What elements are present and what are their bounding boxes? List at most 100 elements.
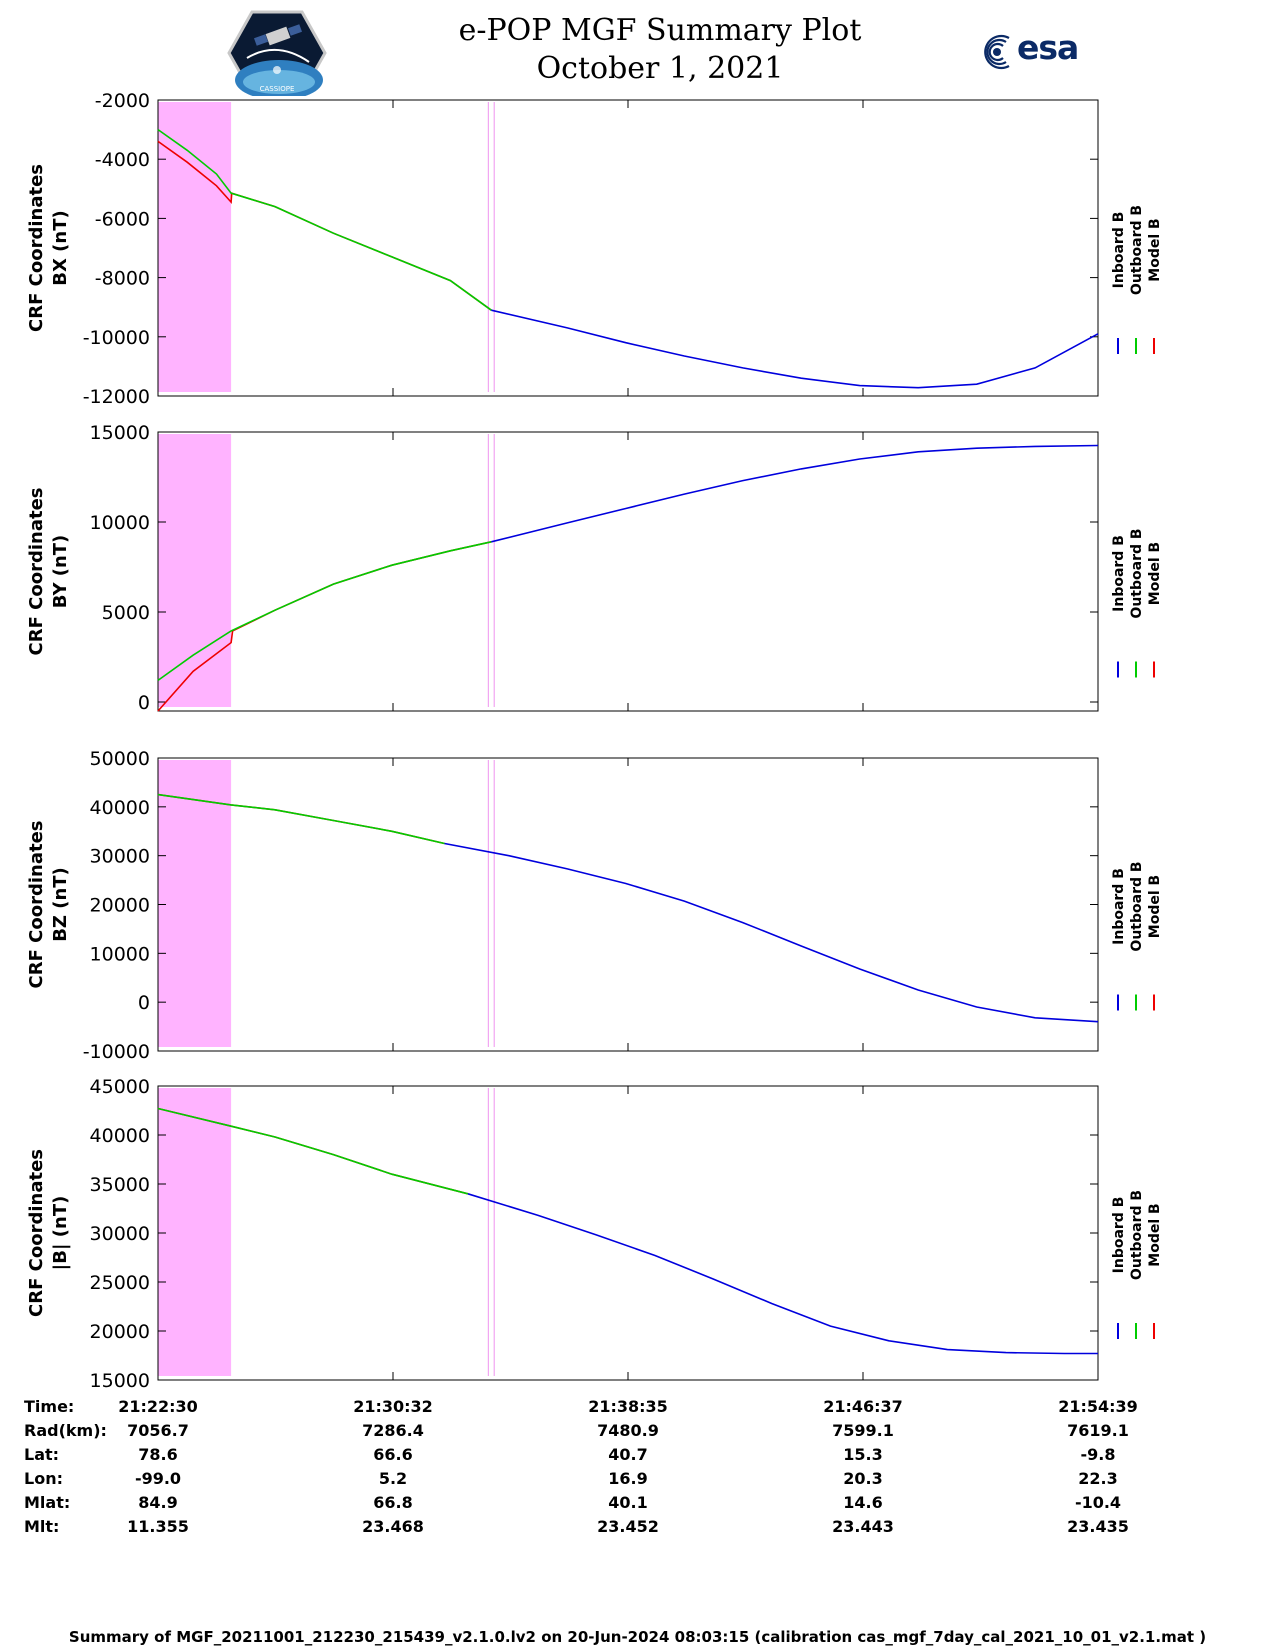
series-line-outboard-b bbox=[157, 128, 492, 311]
series-line-inboard-b bbox=[467, 1193, 1098, 1355]
ephemeris-value: 11.355 bbox=[127, 1517, 189, 1536]
footer-caption: Summary of MGF_20211001_212230_215439_v2… bbox=[68, 1628, 1207, 1646]
y-axis-label: CRF Coordinates |B| (nT) bbox=[26, 1149, 71, 1317]
series-line-inboard-b bbox=[491, 309, 1099, 389]
y-tick-label: 15000 bbox=[90, 1370, 150, 1392]
ephemeris-table: Time: Rad(km): Lat: Lon: Mlat: Mlt: 21:22:30 70… bbox=[24, 1397, 1138, 1536]
ephemeris-row-label: Mlt: bbox=[24, 1517, 59, 1536]
ephemeris-value: 21:38:35 bbox=[588, 1397, 668, 1416]
title-line-1: e-POP MGF Summary Plot bbox=[458, 13, 862, 48]
y-tick-label: 40000 bbox=[90, 1125, 150, 1147]
y-axis-label-line-2: BX (nT) bbox=[50, 210, 71, 285]
panel-4: 45000 40000 35000 30000 25000 20000 15000 CRF C… bbox=[26, 1076, 1163, 1392]
ephemeris-value: 22.3 bbox=[1078, 1469, 1117, 1488]
legend: Inboard B Outboard B Model B bbox=[1111, 205, 1163, 354]
panel-3: 50000 40000 30000 20000 10000 0 -10000 CRF Coor… bbox=[26, 748, 1163, 1063]
series-line-inboard-b bbox=[444, 842, 1099, 1023]
ephemeris-value: 40.7 bbox=[608, 1445, 647, 1464]
y-tick-label: 15000 bbox=[90, 422, 150, 444]
plot-frame bbox=[157, 1085, 1099, 1381]
legend-label: Inboard B bbox=[1111, 535, 1127, 612]
ephemeris-value: 40.1 bbox=[608, 1493, 647, 1512]
ephemeris-value: 21:30:32 bbox=[353, 1397, 433, 1416]
ephemeris-value: 21:22:30 bbox=[118, 1397, 198, 1416]
series-line-outboard-b bbox=[157, 541, 492, 682]
plot-frame bbox=[157, 757, 1099, 1052]
y-axis-label-line-2: BZ (nT) bbox=[50, 867, 71, 942]
panel-2: 15000 10000 5000 0 CRF Coordinates BY (nT) Inb… bbox=[26, 422, 1163, 714]
ephemeris-value: 23.468 bbox=[362, 1517, 424, 1536]
cassiope-logo-caption: CASSIOPE bbox=[260, 85, 295, 93]
y-tick-label: 35000 bbox=[90, 1174, 150, 1196]
y-axis-label-line-1: CRF Coordinates bbox=[26, 821, 47, 989]
ephemeris-row-label: Mlat: bbox=[24, 1493, 70, 1512]
y-axis-label: CRF Coordinates BX (nT) bbox=[26, 164, 71, 332]
ephemeris-value: -10.4 bbox=[1075, 1493, 1121, 1512]
ephemeris-row-label: Lat: bbox=[24, 1445, 59, 1464]
series-line-outboard-b bbox=[157, 1107, 469, 1195]
esa-logo: esa bbox=[975, 28, 1095, 74]
y-axis-label-line-1: CRF Coordinates bbox=[26, 1149, 47, 1317]
y-tick-label: 25000 bbox=[90, 1272, 150, 1294]
ephemeris-row-label: Lon: bbox=[24, 1469, 63, 1488]
legend-label: Inboard B bbox=[1111, 1197, 1127, 1274]
legend-label: Model B bbox=[1147, 542, 1163, 605]
ephemeris-value: 78.6 bbox=[138, 1445, 177, 1464]
ephemeris-value: 23.443 bbox=[832, 1517, 894, 1536]
ephemeris-value: 14.6 bbox=[843, 1493, 882, 1512]
legend: Inboard B Outboard B Model B bbox=[1111, 528, 1163, 678]
y-tick-label: 45000 bbox=[90, 1076, 150, 1098]
y-axis-label: CRF Coordinates BZ (nT) bbox=[26, 821, 71, 989]
ephemeris-value: 16.9 bbox=[608, 1469, 647, 1488]
ephemeris-value: 66.6 bbox=[373, 1445, 412, 1464]
ephemeris-value: 7056.7 bbox=[127, 1421, 189, 1440]
legend-label: Inboard B bbox=[1111, 868, 1127, 945]
y-tick-label: -10000 bbox=[83, 327, 150, 349]
y-tick-label: 20000 bbox=[90, 895, 150, 917]
ephemeris-value: 7286.4 bbox=[362, 1421, 424, 1440]
ephemeris-value: 7480.9 bbox=[597, 1421, 659, 1440]
ephemeris-value: 21:46:37 bbox=[823, 1397, 903, 1416]
y-tick-label: 50000 bbox=[90, 748, 150, 770]
y-axis-label: CRF Coordinates BY (nT) bbox=[26, 488, 71, 656]
ephemeris-value: 21:54:39 bbox=[1058, 1397, 1138, 1416]
ephemeris-row-label: Rad(km): bbox=[24, 1421, 107, 1440]
plot-frame bbox=[157, 431, 1099, 712]
y-tick-label: -8000 bbox=[95, 268, 150, 290]
y-tick-label: 0 bbox=[138, 992, 150, 1014]
title-line-2: October 1, 2021 bbox=[536, 51, 784, 86]
esa-logo-text: esa bbox=[1017, 28, 1079, 67]
ephemeris-value: -9.8 bbox=[1081, 1445, 1116, 1464]
y-tick-label: 5000 bbox=[102, 602, 150, 624]
y-axis-label-line-2: BY (nT) bbox=[50, 535, 71, 609]
series-line-outboard-b bbox=[157, 793, 445, 845]
y-tick-label: 40000 bbox=[90, 797, 150, 819]
legend-label: Outboard B bbox=[1129, 528, 1145, 618]
y-tick-label: -4000 bbox=[95, 149, 150, 171]
panel-1: -2000 -4000 -6000 -8000 -10000 -12000 CRF Coor… bbox=[26, 90, 1163, 408]
legend-label: Model B bbox=[1147, 875, 1163, 938]
ephemeris-value: 23.435 bbox=[1067, 1517, 1129, 1536]
y-tick-label: 10000 bbox=[90, 943, 150, 965]
y-tick-label: -10000 bbox=[83, 1041, 150, 1063]
legend: Inboard B Outboard B Model B bbox=[1111, 1190, 1163, 1339]
legend: Inboard B Outboard B Model B bbox=[1111, 861, 1163, 1011]
y-axis-label-line-2: |B| (nT) bbox=[50, 1196, 71, 1271]
ephemeris-value: -99.0 bbox=[135, 1469, 181, 1488]
legend-label: Outboard B bbox=[1129, 205, 1145, 295]
y-tick-label: 0 bbox=[138, 692, 150, 714]
ephemeris-value: 66.8 bbox=[373, 1493, 412, 1512]
data-gap-shading bbox=[158, 434, 232, 707]
legend-label: Outboard B bbox=[1129, 861, 1145, 951]
legend-label: Outboard B bbox=[1129, 1190, 1145, 1280]
legend-label: Model B bbox=[1147, 218, 1163, 281]
data-gap-shading bbox=[158, 102, 232, 392]
ephemeris-value: 15.3 bbox=[843, 1445, 882, 1464]
ephemeris-value: 84.9 bbox=[138, 1493, 177, 1512]
y-tick-label: 20000 bbox=[90, 1321, 150, 1343]
series-line-inboard-b bbox=[491, 444, 1099, 543]
legend-label: Model B bbox=[1147, 1203, 1163, 1266]
legend-label: Inboard B bbox=[1111, 212, 1127, 289]
